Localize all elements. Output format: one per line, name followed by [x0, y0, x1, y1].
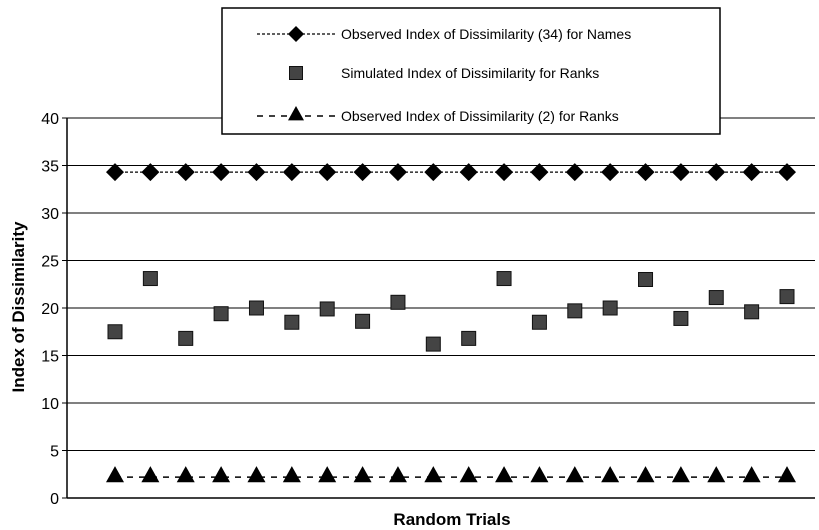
ranks-triangle-point [742, 466, 761, 483]
simulated-square-point [107, 324, 123, 340]
legend-simulated-label: Simulated Index of Dissimilarity for Ran… [341, 65, 599, 81]
legend-names-label: Observed Index of Dissimilarity (34) for… [341, 26, 631, 42]
simulated-square-point [142, 271, 158, 287]
y-tick-label: 30 [41, 206, 59, 223]
y-tick-label: 25 [41, 254, 59, 271]
ranks-triangle-point [212, 466, 231, 483]
ranks-triangle-point [565, 466, 584, 483]
y-tick-label: 10 [41, 396, 59, 413]
axes [62, 117, 815, 499]
y-tick-label: 15 [41, 349, 59, 366]
names-diamond-point [671, 163, 690, 182]
simulated-square-point [638, 272, 654, 287]
ranks-triangle-point [141, 466, 160, 483]
names-diamond-point [495, 163, 514, 182]
simulated-square-point [708, 290, 724, 306]
ranks-triangle-point [601, 466, 620, 483]
simulated-square-point [779, 289, 795, 305]
names-diamond-point [565, 163, 584, 182]
names-diamond-point [424, 163, 443, 182]
plot-area [106, 163, 796, 483]
ranks-triangle-point [707, 466, 726, 483]
names-diamond-point [601, 163, 620, 182]
simulated-square-point [355, 313, 371, 329]
names-diamond-point [176, 163, 195, 182]
names-diamond-point [636, 163, 655, 182]
simulated-square-point [496, 271, 512, 287]
simulated-square-point [602, 300, 618, 316]
simulated-square-point [461, 330, 477, 346]
y-tick-label: 5 [50, 444, 59, 461]
simulated-square-point [248, 300, 264, 316]
names-diamond-point [353, 163, 372, 182]
names-diamond-point [106, 163, 124, 182]
names-diamond-point [282, 163, 301, 182]
ranks-triangle-point [636, 466, 655, 483]
names-diamond-point [742, 163, 761, 182]
simulated-square-point [284, 314, 300, 330]
names-diamond-point [707, 163, 726, 182]
ranks-triangle-point [778, 466, 796, 483]
ranks-triangle-point [459, 466, 478, 483]
legend-names-diamond [288, 26, 304, 42]
gridlines [67, 117, 815, 451]
ranks-triangle-point [247, 466, 266, 483]
names-diamond-point [778, 163, 796, 182]
names-diamond-point [212, 163, 231, 182]
names-diamond-point [459, 163, 478, 182]
names-diamond-point [141, 163, 160, 182]
ranks-triangle-point [176, 466, 195, 483]
names-diamond-point [247, 163, 266, 182]
ranks-triangle-point [671, 466, 690, 483]
simulated-square-point [319, 301, 335, 317]
simulated-square-point [744, 304, 760, 320]
ranks-triangle-point [530, 466, 549, 483]
ranks-triangle-point [282, 466, 301, 483]
simulated-square-point [531, 314, 547, 330]
ranks-triangle-point [353, 466, 372, 483]
legend-box [221, 7, 721, 135]
simulated-square-point [567, 303, 583, 319]
y-tick-label: 40 [41, 111, 59, 128]
ranks-triangle-point [388, 466, 407, 483]
legend: Observed Index of Dissimilarity (34) for… [221, 7, 721, 135]
legend-ranks-triangle [288, 106, 304, 121]
x-axis-title: Random Trials [393, 510, 510, 529]
names-diamond-point [530, 163, 549, 182]
names-diamond-point [388, 163, 407, 182]
ranks-triangle-point [495, 466, 514, 483]
ranks-triangle-point [424, 466, 443, 483]
y-axis-title: Index of Dissimilarity [9, 221, 28, 393]
ranks-triangle-point [318, 466, 337, 483]
simulated-square-point [390, 294, 406, 310]
y-tick-label: 20 [41, 301, 59, 318]
ranks-triangle-point [106, 466, 124, 483]
y-tick-label: 35 [41, 159, 59, 176]
y-tick-label: 0 [50, 491, 59, 508]
legend-ranks-label: Observed Index of Dissimilarity (2) for … [341, 108, 619, 124]
simulated-square-point [213, 306, 229, 322]
names-diamond-point [318, 163, 337, 182]
simulated-square-point [425, 336, 441, 352]
simulated-square-point [178, 330, 194, 346]
y-tick-labels: 0 5 10 15 20 25 30 35 40 [41, 111, 59, 508]
legend-simulated-square [289, 66, 303, 80]
simulated-square-point [673, 310, 689, 326]
